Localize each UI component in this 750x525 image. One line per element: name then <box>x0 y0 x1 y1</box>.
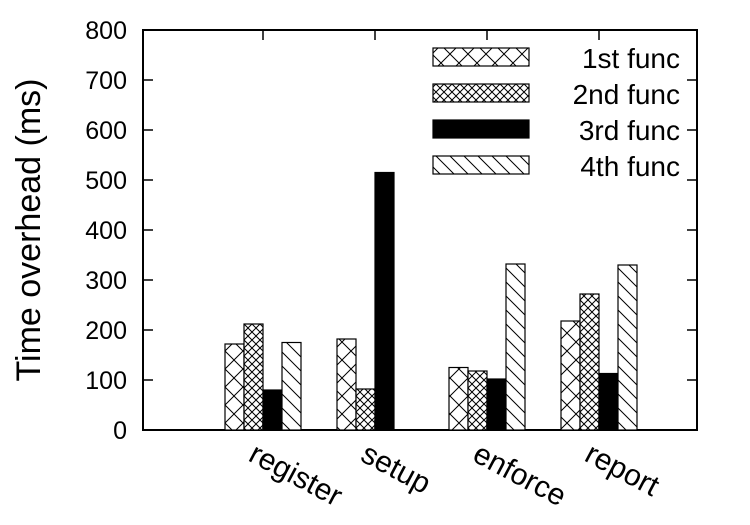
category-label-setup: setup <box>356 437 436 501</box>
bars-group <box>224 30 638 431</box>
category-label-report: report <box>580 437 665 503</box>
bar-enforce-series-4 <box>505 263 526 431</box>
legend-swatch-series-3 <box>432 119 530 139</box>
y-tick-label: 200 <box>85 317 127 345</box>
category-label-register: register <box>244 437 348 513</box>
bar-enforce-series-2 <box>467 370 488 431</box>
y-tick-label: 700 <box>85 67 127 95</box>
y-axis: 0 100 200 300 400 500 600 700 800 <box>85 17 697 445</box>
legend-swatch-series-1 <box>432 47 530 67</box>
legend-swatch-series-4 <box>432 155 530 175</box>
y-tick-label: 100 <box>85 367 127 395</box>
y-axis-title: Time overhead (ms) <box>10 79 48 382</box>
x-axis-category-labels: register setup enforce report <box>244 437 665 513</box>
bar-report-series-2 <box>579 293 600 431</box>
legend-label-series-4: 4th func <box>580 151 680 182</box>
bar-register-series-1 <box>224 343 245 431</box>
y-tick-label: 0 <box>113 417 127 445</box>
y-tick-label: 600 <box>85 117 127 145</box>
bar-setup-series-3 <box>374 171 395 431</box>
bar-enforce-series-3 <box>486 378 507 431</box>
y-tick-label: 300 <box>85 267 127 295</box>
bar-enforce-series-1 <box>448 366 469 431</box>
legend-label-series-3: 3rd func <box>579 115 680 146</box>
y-tick-label: 500 <box>85 167 127 195</box>
bar-register-series-4 <box>281 341 302 431</box>
legend-swatch-series-2 <box>432 83 530 103</box>
bar-report-series-4 <box>617 264 638 431</box>
bar-register-series-2 <box>243 323 264 431</box>
bar-report-series-3 <box>598 372 619 431</box>
bar-report-series-1 <box>560 320 581 431</box>
bar-register-series-3 <box>262 389 283 431</box>
y-tick-label: 400 <box>85 217 127 245</box>
legend-label-series-2: 2nd func <box>573 79 680 110</box>
legend-label-series-1: 1st func <box>582 43 680 74</box>
y-tick-label: 800 <box>85 17 127 45</box>
bar-setup-series-2 <box>355 388 376 431</box>
bar-setup-series-1 <box>336 338 357 431</box>
legend: 1st func 2nd func 3rd func 4th func <box>432 43 680 182</box>
category-label-enforce: enforce <box>468 437 572 513</box>
